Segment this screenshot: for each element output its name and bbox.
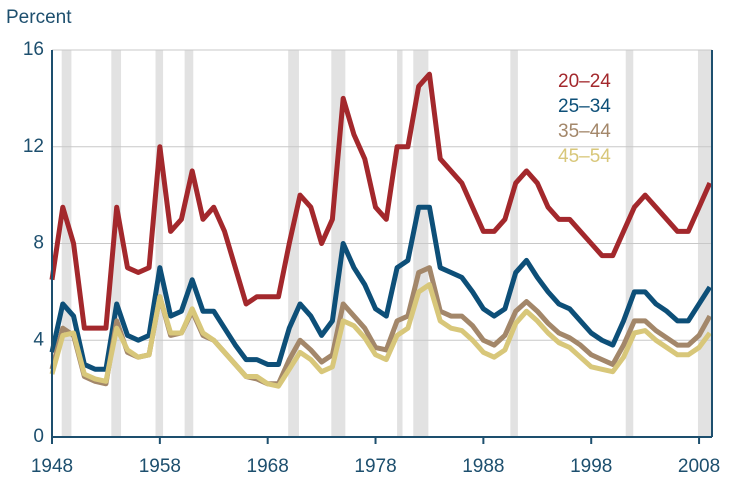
x-tick-label: 1948 bbox=[31, 456, 73, 477]
series-line bbox=[49, 282, 712, 389]
y-tick-label: 4 bbox=[33, 329, 44, 350]
series-line bbox=[49, 204, 712, 372]
y-tick-label: 0 bbox=[33, 426, 44, 447]
y-tick-label: 8 bbox=[33, 233, 44, 254]
y-tick-label: 12 bbox=[23, 136, 44, 157]
x-tick-label: 1998 bbox=[570, 456, 612, 477]
y-tick-label: 16 bbox=[23, 39, 44, 60]
series-line bbox=[49, 71, 713, 331]
x-tick-label: 1988 bbox=[462, 456, 504, 477]
y-axis-label: Percent bbox=[6, 7, 72, 28]
legend-label: 20–24 bbox=[558, 71, 611, 92]
x-tick-label: 2008 bbox=[678, 456, 720, 477]
legend-label: 25–34 bbox=[558, 96, 611, 117]
x-tick-label: 1978 bbox=[354, 456, 396, 477]
legend-label: 45–54 bbox=[558, 146, 611, 167]
legend-label: 35–44 bbox=[558, 121, 611, 142]
x-tick-label: 1958 bbox=[139, 456, 181, 477]
x-tick-label: 1968 bbox=[247, 456, 289, 477]
